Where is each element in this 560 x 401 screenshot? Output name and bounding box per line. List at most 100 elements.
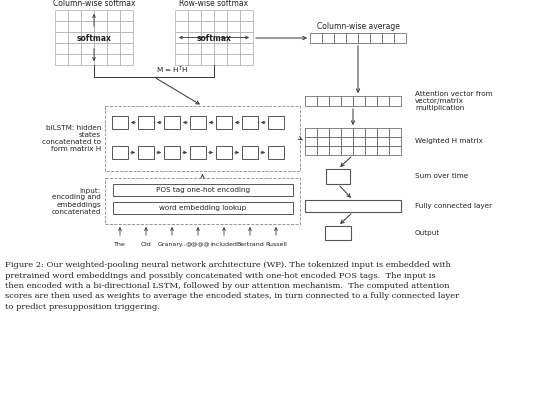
Bar <box>310 33 322 43</box>
Bar <box>94 54 107 65</box>
Bar <box>68 21 81 32</box>
Bar <box>175 10 188 21</box>
Bar <box>175 21 188 32</box>
Bar <box>68 43 81 54</box>
Bar <box>377 128 389 137</box>
Bar <box>377 96 389 106</box>
Bar <box>346 33 358 43</box>
Bar <box>216 116 232 129</box>
Bar <box>305 96 317 106</box>
Bar <box>55 21 68 32</box>
Text: Column-wise softmax: Column-wise softmax <box>53 0 136 8</box>
Text: Russell: Russell <box>265 242 287 247</box>
Bar <box>341 137 353 146</box>
Text: Fully connected layer: Fully connected layer <box>415 203 492 209</box>
Bar <box>188 43 201 54</box>
Text: biLSTM: hidden
states
concatenated to
form matrix H: biLSTM: hidden states concatenated to fo… <box>42 125 101 152</box>
Bar <box>55 32 68 43</box>
Text: word embedding lookup: word embedding lookup <box>160 205 246 211</box>
Bar <box>188 54 201 65</box>
Text: Figure 2: Our weighted-pooling neural network architecture (WP). The tokenized i: Figure 2: Our weighted-pooling neural ne… <box>5 261 451 269</box>
Text: pretrained word embeddings and possibly concatenated with one-hot encoded POS ta: pretrained word embeddings and possibly … <box>5 271 436 279</box>
Bar <box>105 106 300 171</box>
Bar <box>389 128 401 137</box>
Bar <box>120 21 133 32</box>
Bar <box>341 96 353 106</box>
Bar <box>112 116 128 129</box>
Bar <box>317 96 329 106</box>
Text: @@@@: @@@@ <box>186 242 210 247</box>
Text: Output: Output <box>415 230 440 236</box>
Bar <box>188 21 201 32</box>
Text: Attention vector from
vector/matrix
multiplication: Attention vector from vector/matrix mult… <box>415 91 493 111</box>
Bar <box>164 146 180 159</box>
Bar <box>214 54 227 65</box>
Bar <box>113 184 293 196</box>
Bar <box>358 33 370 43</box>
Bar <box>107 10 120 21</box>
Text: The: The <box>114 242 126 247</box>
Bar <box>365 128 377 137</box>
Bar <box>377 146 389 155</box>
Bar <box>107 54 120 65</box>
Bar <box>240 54 253 65</box>
Bar <box>370 33 382 43</box>
Bar <box>268 116 284 129</box>
Bar <box>240 21 253 32</box>
Bar <box>341 146 353 155</box>
Bar <box>377 137 389 146</box>
Bar <box>329 96 341 106</box>
Bar <box>227 43 240 54</box>
Bar <box>107 32 120 43</box>
Text: then encoded with a bi-directional LSTM, followed by our attention mechanism.  T: then encoded with a bi-directional LSTM,… <box>5 282 450 290</box>
Text: Row-wise softmax: Row-wise softmax <box>179 0 249 8</box>
Bar <box>94 43 107 54</box>
Text: Sum over time: Sum over time <box>415 174 468 180</box>
Text: scores are then used as weights to average the encoded states, in turn connected: scores are then used as weights to avera… <box>5 292 459 300</box>
Bar <box>227 21 240 32</box>
Bar <box>68 32 81 43</box>
Bar <box>81 54 94 65</box>
Bar <box>329 128 341 137</box>
Bar <box>389 137 401 146</box>
Text: Granary..: Granary.. <box>157 242 186 247</box>
Bar <box>94 32 107 43</box>
Bar <box>68 54 81 65</box>
Bar <box>113 202 293 214</box>
Bar <box>201 32 214 43</box>
Bar <box>175 43 188 54</box>
Bar <box>317 128 329 137</box>
Bar <box>227 54 240 65</box>
Text: Bertrand: Bertrand <box>236 242 264 247</box>
Bar <box>353 96 365 106</box>
Bar <box>341 128 353 137</box>
Bar <box>120 43 133 54</box>
Text: included: included <box>211 242 237 247</box>
Bar <box>240 10 253 21</box>
Bar <box>365 96 377 106</box>
Bar <box>242 146 258 159</box>
Bar <box>214 32 227 43</box>
Bar <box>175 32 188 43</box>
Bar <box>329 137 341 146</box>
Bar <box>353 137 365 146</box>
Bar <box>240 32 253 43</box>
Bar <box>353 128 365 137</box>
Bar <box>81 10 94 21</box>
Bar <box>334 33 346 43</box>
Bar <box>214 10 227 21</box>
Bar <box>394 33 406 43</box>
Bar <box>201 10 214 21</box>
Bar <box>329 146 341 155</box>
Bar <box>382 33 394 43</box>
Bar <box>164 116 180 129</box>
Bar <box>305 200 401 212</box>
Bar <box>81 21 94 32</box>
Bar <box>81 32 94 43</box>
Text: M = H$^T$H: M = H$^T$H <box>156 65 189 76</box>
Bar <box>305 128 317 137</box>
Bar <box>240 43 253 54</box>
Bar <box>201 43 214 54</box>
Bar <box>214 43 227 54</box>
Bar <box>325 226 351 240</box>
